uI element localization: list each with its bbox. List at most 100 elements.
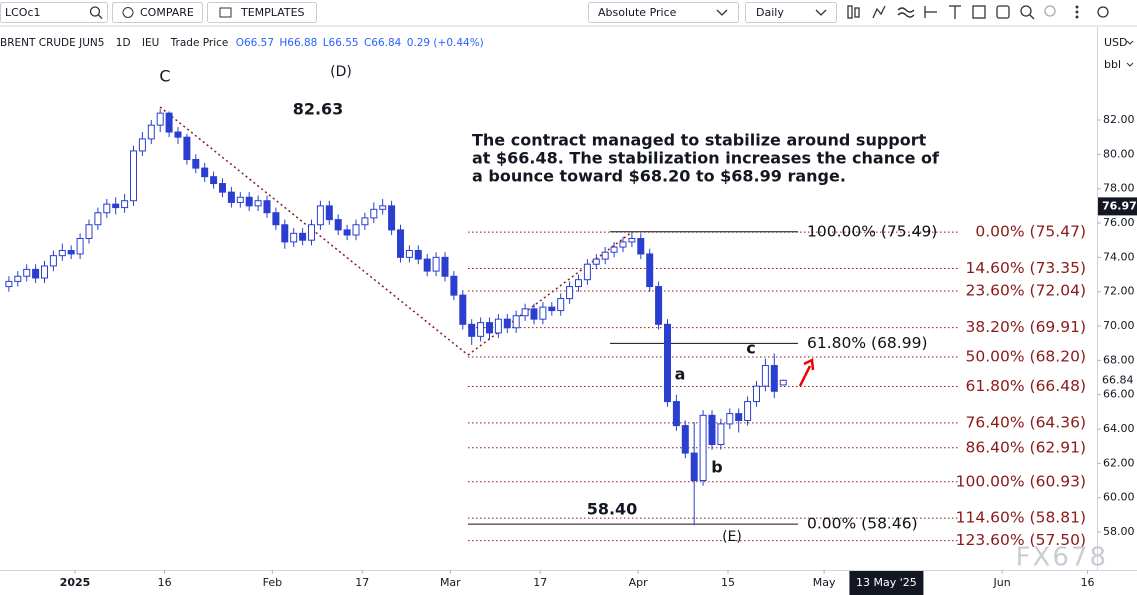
- price-mode-select[interactable]: [588, 2, 739, 23]
- wave-line: [467, 231, 633, 356]
- candle-body: [40, 265, 48, 279]
- fib-label: 50.00% (68.20): [966, 347, 1087, 365]
- candle-body: [539, 306, 547, 320]
- crosshair-price: 76.97: [1102, 199, 1137, 212]
- projection-label: 100.00% (75.49): [807, 222, 937, 240]
- last-price: 66.84: [1102, 373, 1134, 386]
- dropdown-arrow: [1126, 40, 1134, 45]
- candle-body: [23, 268, 31, 277]
- y-tick-label: 68.00: [1103, 353, 1135, 366]
- fib-label: 123.60% (57.50): [956, 531, 1086, 549]
- candle-body: [325, 205, 333, 221]
- currency[interactable]: USD: [1104, 36, 1128, 49]
- x-tick-label: May: [813, 576, 836, 589]
- fib-label: 23.60% (72.04): [966, 282, 1087, 300]
- candle-body: [147, 124, 155, 140]
- candle-body: [236, 196, 244, 203]
- y-tick-label: 62.00: [1103, 456, 1135, 469]
- series-legend: BRENT CRUDE JUN5 1D IEU Trade Price O66.…: [0, 37, 484, 49]
- candle-body: [388, 205, 396, 231]
- legend-low: L66.55: [323, 37, 359, 49]
- fib-label: 114.60% (58.81): [956, 509, 1086, 527]
- candle-body: [299, 232, 307, 241]
- templates-label: TEMPLATES: [240, 6, 305, 19]
- candle-body: [450, 275, 458, 296]
- candle-body: [494, 318, 502, 334]
- candle-body: [414, 249, 422, 260]
- compare-button[interactable]: [112, 2, 203, 23]
- candle-body: [334, 219, 342, 231]
- candle-body: [94, 212, 102, 226]
- candle-body: [681, 425, 689, 454]
- candle-body: [726, 413, 734, 425]
- candle-body: [601, 251, 609, 260]
- x-tick-label: 16: [158, 576, 172, 589]
- symbol-search[interactable]: [0, 2, 108, 23]
- search-icon: [89, 6, 101, 17]
- candle-body: [290, 232, 298, 243]
- x-tick-label: Feb: [263, 576, 282, 589]
- candle-body: [361, 217, 369, 226]
- y-tick-label: 72.00: [1103, 285, 1135, 298]
- wave-label: c: [746, 339, 755, 358]
- candle-body: [761, 365, 769, 387]
- last-price-box: [1098, 372, 1137, 389]
- candle-body: [58, 249, 66, 257]
- candle-body: [735, 413, 743, 421]
- y-tick-label: 70.00: [1103, 319, 1135, 332]
- dropdown-arrow: [1126, 62, 1134, 67]
- candle-body: [628, 237, 636, 243]
- candle-body: [619, 241, 627, 248]
- y-tick-label: 58.00: [1103, 525, 1135, 538]
- y-tick-label: 78.00: [1103, 182, 1135, 195]
- candle-body: [610, 246, 618, 253]
- y-tick-label: 80.00: [1103, 147, 1135, 160]
- watermark: FX678: [1016, 543, 1108, 573]
- fib-label: 100.00% (60.93): [956, 472, 1086, 490]
- fib-label: 61.80% (66.48): [966, 377, 1087, 395]
- x-tick-label: 2025: [60, 576, 91, 589]
- projection-label: 0.00% (58.46): [807, 515, 918, 533]
- candle-body: [263, 200, 271, 214]
- wave-label: a: [675, 365, 686, 384]
- candle-body: [530, 308, 538, 320]
- wave-line: [159, 106, 469, 356]
- fib-label: 86.40% (62.91): [966, 438, 1087, 456]
- candle-body: [316, 205, 324, 226]
- wave-label: b: [711, 458, 722, 477]
- crosshair-date: 13 May '25: [856, 576, 917, 589]
- candle-body: [165, 112, 173, 133]
- symbol: LCOc1: [5, 6, 41, 19]
- tool-icons[interactable]: [847, 5, 1109, 20]
- y-tick-label: 64.00: [1103, 422, 1135, 435]
- candle-body: [210, 176, 218, 185]
- templates-button[interactable]: [207, 2, 317, 23]
- candle-body: [103, 203, 111, 214]
- analysis-note: The contract managed to stabilize around…: [472, 131, 927, 150]
- x-tick-label: Jun: [993, 576, 1011, 589]
- candle-body: [343, 229, 351, 236]
- candle-body: [272, 212, 280, 226]
- candle-body: [85, 224, 93, 239]
- unit[interactable]: bbl: [1104, 58, 1121, 71]
- x-tick-label: Mar: [440, 576, 461, 589]
- legend-exchange: IEU: [142, 37, 159, 49]
- candle-body: [592, 258, 600, 265]
- y-tick-label: 82.00: [1103, 113, 1135, 126]
- candle-body: [512, 315, 520, 329]
- candle-body: [477, 322, 485, 337]
- candle-body: [574, 279, 582, 288]
- candle-body: [699, 414, 707, 482]
- templates-icon: [219, 7, 232, 18]
- fib-label: 0.00% (75.47): [975, 223, 1086, 241]
- candle-body: [49, 255, 57, 267]
- candle-body: [566, 286, 574, 300]
- interval: Daily: [756, 6, 784, 19]
- price-mode: Absolute Price: [598, 6, 677, 19]
- candle-body: [370, 208, 378, 219]
- price-note: 82.63: [293, 100, 344, 119]
- interval-select[interactable]: [745, 2, 837, 23]
- candle-body: [245, 196, 253, 207]
- fib-label: 38.20% (69.91): [966, 318, 1087, 336]
